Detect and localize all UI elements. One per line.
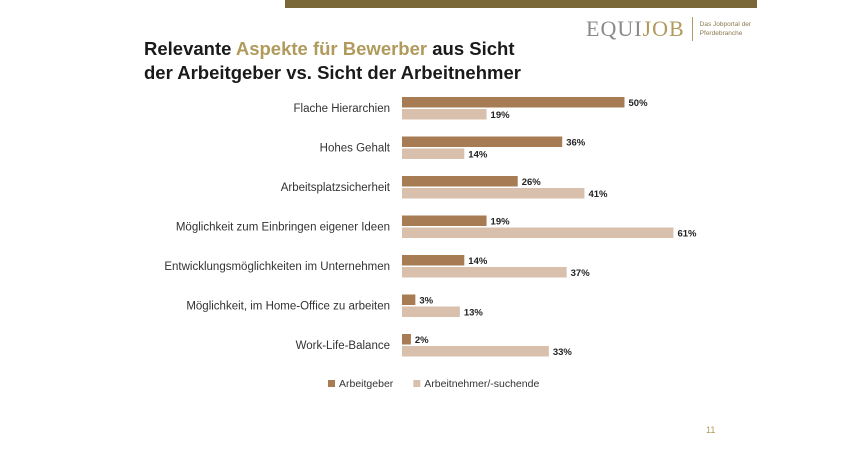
category-label: Möglichkeit zum Einbringen eigener Ideen (176, 222, 390, 234)
data-label: 19% (491, 217, 511, 228)
data-label: 36% (566, 138, 586, 149)
bar (402, 267, 567, 278)
category-label: Möglichkeit, im Home-Office zu arbeiten (186, 301, 390, 313)
category-label: Entwicklungsmöglichkeiten im Unternehmen (164, 261, 390, 273)
data-label: 2% (415, 335, 429, 346)
data-label: 26% (522, 177, 542, 188)
logo-tagline: Das Jobportal der Pferdebranche (699, 21, 751, 37)
category-label: Arbeitsplatzsicherheit (281, 182, 391, 194)
slide-title: Relevante Aspekte für Bewerber aus Sicht… (144, 38, 521, 83)
data-label: 19% (491, 110, 511, 121)
top-accent-bar (285, 0, 757, 8)
bar (402, 346, 549, 357)
bar (402, 255, 465, 266)
data-label: 3% (419, 296, 433, 307)
data-label: 41% (588, 189, 608, 200)
data-label: 14% (468, 256, 488, 267)
data-label: 50% (629, 98, 649, 109)
legend-label: Arbeitnehmer/-suchende (424, 378, 539, 390)
data-label: 33% (553, 347, 573, 358)
page-number: 11 (706, 425, 716, 435)
data-label: 61% (677, 229, 697, 240)
bar (402, 215, 487, 226)
category-label: Work-Life-Balance (296, 340, 390, 352)
data-label: 37% (571, 268, 591, 279)
bar (402, 148, 465, 159)
bar (402, 176, 518, 187)
data-label: 14% (468, 150, 488, 161)
logo-divider (691, 17, 693, 41)
equijob-logo: EQUIJOB Das Jobportal der Pferdebranche (586, 15, 762, 43)
legend-swatch (328, 380, 335, 387)
logo-wordmark: EQUIJOB (586, 16, 685, 41)
bar (402, 136, 563, 147)
bar (402, 188, 585, 199)
category-label: Hohes Gehalt (320, 143, 391, 155)
bar (402, 306, 460, 317)
bar (402, 97, 625, 108)
title-accent: Aspekte für Bewerber (235, 38, 428, 59)
bar (402, 334, 411, 345)
category-label: Flache Hierarchien (293, 103, 390, 115)
data-label: 13% (464, 308, 484, 319)
bar (402, 227, 674, 238)
bar (402, 109, 487, 120)
legend-label: Arbeitgeber (339, 378, 394, 390)
legend-swatch (413, 380, 421, 387)
bar (402, 294, 416, 305)
